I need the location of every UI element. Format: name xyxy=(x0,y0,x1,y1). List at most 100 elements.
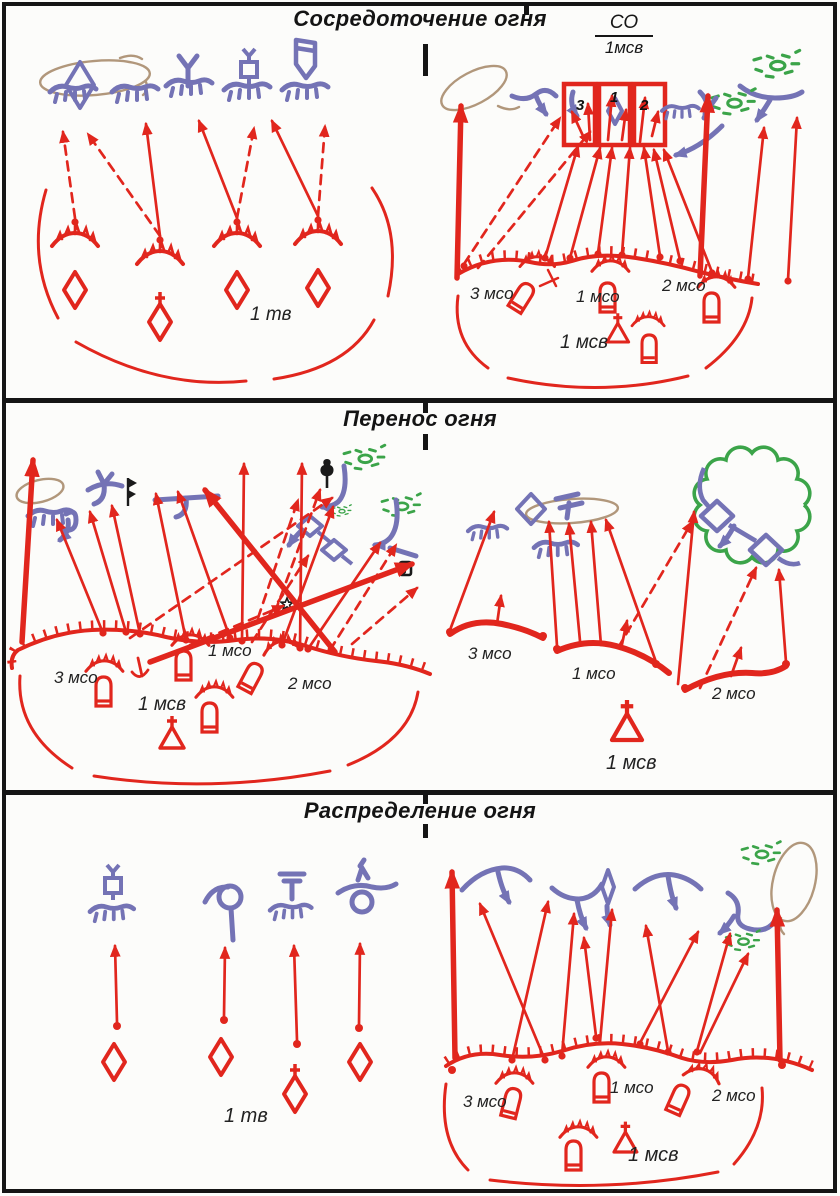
distribution-right-group xyxy=(442,840,818,1187)
commander-tank-icon xyxy=(147,290,173,342)
squad-label: 2 мсо xyxy=(712,684,756,703)
squad-label: 3 мсо xyxy=(468,644,512,663)
enemy-squad-icon xyxy=(112,86,158,102)
enemy-tank-icon xyxy=(600,868,616,906)
bushes-icon xyxy=(740,840,782,866)
section-title-transfer: Перенос огня xyxy=(343,406,497,431)
trench-hatching xyxy=(443,1033,814,1070)
bmp-icon xyxy=(640,333,658,365)
squad-label: 1 мсо xyxy=(208,641,252,660)
platoon-label: 1 тв xyxy=(224,1105,268,1127)
position-arc-icon xyxy=(135,242,185,266)
tank-icon xyxy=(62,270,88,310)
enemy-at-gun-icon xyxy=(277,871,307,902)
bmp-icon xyxy=(592,1071,611,1104)
command-post-icon xyxy=(158,714,186,750)
trench-line xyxy=(456,253,760,286)
terrain-oval-icon xyxy=(38,59,152,97)
fire-task-label: СО 1мсв xyxy=(595,12,653,58)
commander-tank-icon xyxy=(282,1062,308,1114)
bmp-icon xyxy=(200,701,219,734)
enemy-mortar-icon xyxy=(103,863,123,902)
enemy-squad-icon xyxy=(224,84,270,100)
fire-arrows-group xyxy=(59,118,330,238)
terrain-oval-icon xyxy=(440,64,508,112)
column-divider-tick xyxy=(423,824,428,838)
squad-line-3mso xyxy=(447,619,546,641)
position-arc-icon xyxy=(586,1049,627,1069)
platoon-label: 1 мсв xyxy=(628,1144,679,1166)
fire-box-2 xyxy=(631,81,668,148)
tank-icon xyxy=(305,268,331,308)
enemy-squad-icon xyxy=(90,906,134,921)
tank-icon xyxy=(101,1042,127,1082)
enemy-squad-icon xyxy=(662,106,699,119)
enemy-mortar-icon xyxy=(239,47,259,86)
transfer-right-group xyxy=(446,445,812,740)
bushes-icon xyxy=(380,492,422,518)
enemy-squad-icon xyxy=(270,905,311,920)
squad-label: 1 мсо xyxy=(610,1078,654,1097)
enemy-flank-icon xyxy=(371,497,400,551)
bmp-icon xyxy=(236,659,267,696)
bmp-icon xyxy=(702,291,721,324)
row-divider xyxy=(3,790,837,795)
transfer-left-group xyxy=(7,443,432,786)
forest-outline-icon xyxy=(692,445,812,565)
enemy-positions-group xyxy=(38,40,328,110)
squad-label: 2 мсо xyxy=(662,276,706,295)
enemy-squad-icon xyxy=(282,84,328,100)
enemy-tank-icon xyxy=(515,492,547,526)
position-arc-icon xyxy=(194,679,235,699)
trench-hatching xyxy=(7,620,432,674)
bushes-icon xyxy=(342,443,387,471)
transfer-scene xyxy=(7,443,812,786)
position-arc-icon xyxy=(494,1065,535,1085)
tree-icon xyxy=(319,457,335,490)
enemy-flank-icon xyxy=(725,890,777,933)
column-divider-tick xyxy=(423,44,428,76)
tank-icon xyxy=(208,1037,234,1077)
tank-icon xyxy=(347,1042,373,1082)
trench-line xyxy=(444,1041,814,1072)
enemy-tank-column-icon xyxy=(296,514,354,566)
squad-label: 3 мсо xyxy=(463,1092,507,1111)
column-divider-tick xyxy=(423,795,428,804)
platoon-label: 1 тв xyxy=(250,304,292,325)
trench-line xyxy=(9,627,432,676)
terrain-oval-icon xyxy=(770,841,818,923)
bmp-icon xyxy=(564,1139,583,1172)
command-post-icon xyxy=(612,700,642,740)
platoon-label: 1 мсв xyxy=(606,752,657,774)
squad-label: 3 мсо xyxy=(54,668,98,687)
enemy-vehicle-icon xyxy=(296,40,315,78)
squad-label: 1 мсо xyxy=(576,287,620,306)
distribution-left-group xyxy=(90,857,399,1114)
position-arc-icon xyxy=(293,222,343,246)
tank-platoon-group xyxy=(36,186,394,384)
bmp-icon xyxy=(174,649,193,682)
column-divider-tick xyxy=(423,403,428,413)
platoon-label: 1 мсв xyxy=(138,694,187,715)
flag-icon xyxy=(128,478,137,499)
position-arc-icon xyxy=(50,224,100,248)
enemy-mg-icon xyxy=(216,883,244,911)
terrain-oval-icon xyxy=(15,477,65,505)
fire-box-number: 1 xyxy=(610,89,619,106)
tank-icon xyxy=(224,270,250,310)
concentration-right-group xyxy=(440,48,805,389)
squad-label: 3 мсо xyxy=(470,284,514,303)
concentration-scene xyxy=(36,0,805,389)
squad-label: 2 мсо xyxy=(712,1086,756,1105)
position-arc-icon xyxy=(212,224,262,248)
bmp-icon xyxy=(94,675,113,708)
platoon-label: 1 мсв xyxy=(560,332,609,353)
fire-box-number: 3 xyxy=(576,97,585,114)
distribution-scene xyxy=(0,840,818,1187)
enemy-weapon-icon xyxy=(349,889,375,915)
command-post-icon xyxy=(605,311,631,344)
fire-box-number: 2 xyxy=(640,97,649,114)
enemy-tank-icon xyxy=(64,60,96,110)
squad-label: 1 мсо xyxy=(572,664,616,683)
